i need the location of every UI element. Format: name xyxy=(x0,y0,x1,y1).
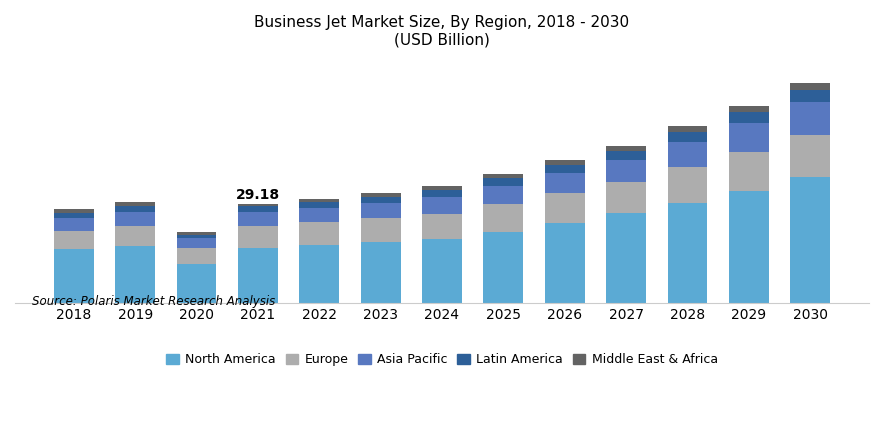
Bar xyxy=(729,152,769,191)
Legend: North America, Europe, Asia Pacific, Latin America, Middle East & Africa: North America, Europe, Asia Pacific, Lat… xyxy=(161,348,723,371)
Bar xyxy=(300,222,339,245)
Bar xyxy=(606,151,646,159)
Bar xyxy=(115,202,155,206)
Bar xyxy=(790,83,830,90)
Bar xyxy=(361,242,400,303)
Bar xyxy=(667,132,707,142)
Text: 29.18: 29.18 xyxy=(236,188,280,202)
Bar xyxy=(484,186,523,204)
Bar xyxy=(606,159,646,181)
Bar xyxy=(238,226,278,248)
Bar xyxy=(667,203,707,303)
Bar xyxy=(300,245,339,303)
Bar xyxy=(484,232,523,303)
Bar xyxy=(545,193,584,223)
Bar xyxy=(729,123,769,152)
Bar xyxy=(606,213,646,303)
Bar xyxy=(361,218,400,242)
Bar xyxy=(545,173,584,193)
Bar xyxy=(115,212,155,226)
Bar xyxy=(422,186,462,190)
Bar xyxy=(300,208,339,222)
Bar xyxy=(54,212,94,218)
Bar xyxy=(54,218,94,230)
Bar xyxy=(54,249,94,303)
Bar xyxy=(115,226,155,246)
Bar xyxy=(667,142,707,167)
Bar xyxy=(790,177,830,303)
Bar xyxy=(177,247,217,264)
Bar xyxy=(238,204,278,206)
Bar xyxy=(361,196,400,203)
Bar xyxy=(484,174,523,178)
Bar xyxy=(238,212,278,226)
Bar xyxy=(422,196,462,213)
Bar xyxy=(115,246,155,303)
Bar xyxy=(606,181,646,213)
Bar xyxy=(177,264,217,303)
Bar xyxy=(606,146,646,151)
Bar xyxy=(422,190,462,196)
Bar xyxy=(115,206,155,212)
Bar xyxy=(300,199,339,202)
Bar xyxy=(177,238,217,247)
Bar xyxy=(790,102,830,135)
Bar xyxy=(729,105,769,112)
Bar xyxy=(729,191,769,303)
Bar xyxy=(790,135,830,177)
Bar xyxy=(667,126,707,132)
Bar xyxy=(177,232,217,235)
Bar xyxy=(238,206,278,212)
Bar xyxy=(300,202,339,208)
Bar xyxy=(361,203,400,218)
Bar xyxy=(484,204,523,232)
Bar xyxy=(545,164,584,173)
Bar xyxy=(422,239,462,303)
Bar xyxy=(484,178,523,186)
Bar xyxy=(545,160,584,164)
Bar xyxy=(238,248,278,303)
Bar xyxy=(177,235,217,238)
Bar xyxy=(790,90,830,102)
Bar xyxy=(422,213,462,239)
Text: Source: Polaris Market Research Analysis: Source: Polaris Market Research Analysis xyxy=(32,295,275,308)
Bar xyxy=(729,112,769,123)
Bar xyxy=(545,223,584,303)
Bar xyxy=(361,193,400,196)
Title: Business Jet Market Size, By Region, 2018 - 2030
(USD Billion): Business Jet Market Size, By Region, 201… xyxy=(255,15,629,48)
Bar xyxy=(54,230,94,249)
Bar xyxy=(667,167,707,203)
Bar xyxy=(54,210,94,212)
